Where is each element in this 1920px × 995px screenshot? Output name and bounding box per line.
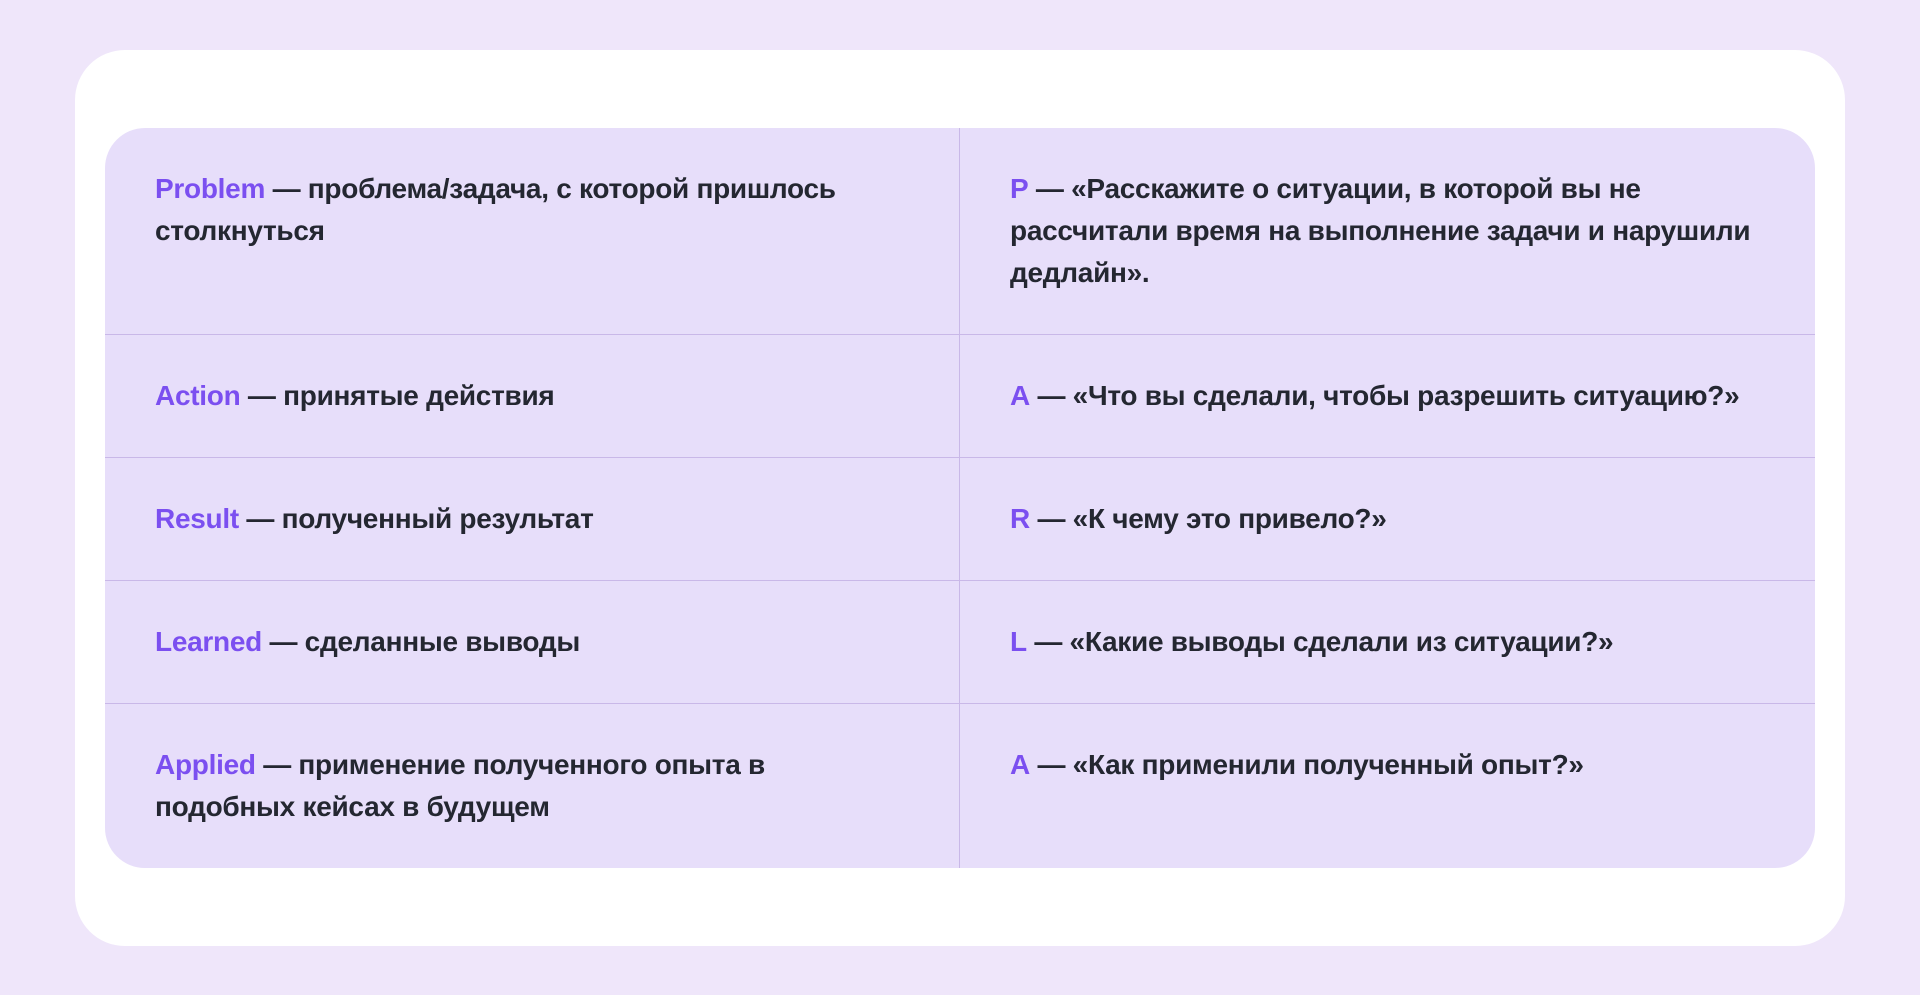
term: Action	[155, 380, 240, 411]
table-row: Action — принятые действия A — «Что вы с…	[105, 335, 1815, 458]
example-text: — «Расскажите о ситуации, в которой вы н…	[1010, 173, 1750, 288]
definition-cell: Action — принятые действия	[105, 335, 960, 457]
table-row: Problem — проблема/задача, с которой при…	[105, 128, 1815, 335]
table-row: Learned — сделанные выводы L — «Какие вы…	[105, 581, 1815, 704]
table-row: Result — полученный результат R — «К чем…	[105, 458, 1815, 581]
definition-cell: Learned — сделанные выводы	[105, 581, 960, 703]
abbr: A	[1010, 380, 1030, 411]
definition-cell: Result — полученный результат	[105, 458, 960, 580]
parla-table: Problem — проблема/задача, с которой при…	[105, 128, 1815, 868]
term: Result	[155, 503, 239, 534]
example-text: — «Какие выводы сделали из ситуации?»	[1027, 626, 1614, 657]
example-text: — «К чему это привело?»	[1030, 503, 1387, 534]
example-cell: L — «Какие выводы сделали из ситуации?»	[960, 581, 1815, 703]
table-row: Applied — применение полученного опыта в…	[105, 704, 1815, 868]
example-cell: P — «Расскажите о ситуации, в которой вы…	[960, 128, 1815, 334]
term: Applied	[155, 749, 256, 780]
panel: Problem — проблема/задача, с которой при…	[75, 50, 1845, 946]
example-cell: R — «К чему это привело?»	[960, 458, 1815, 580]
definition-cell: Problem — проблема/задача, с которой при…	[105, 128, 960, 334]
stage: Problem — проблема/задача, с которой при…	[0, 0, 1920, 995]
example-text: — «Что вы сделали, чтобы разрешить ситуа…	[1030, 380, 1739, 411]
example-text: — «Как применили полученный опыт?»	[1030, 749, 1584, 780]
definition-text: — принятые действия	[240, 380, 554, 411]
abbr: R	[1010, 503, 1030, 534]
example-cell: A — «Что вы сделали, чтобы разрешить сит…	[960, 335, 1815, 457]
abbr: L	[1010, 626, 1027, 657]
term: Learned	[155, 626, 262, 657]
example-cell: A — «Как применили полученный опыт?»	[960, 704, 1815, 868]
abbr: P	[1010, 173, 1028, 204]
term: Problem	[155, 173, 265, 204]
definition-text: — полученный результат	[239, 503, 594, 534]
definition-text: — сделанные выводы	[262, 626, 580, 657]
definition-cell: Applied — применение полученного опыта в…	[105, 704, 960, 868]
abbr: A	[1010, 749, 1030, 780]
